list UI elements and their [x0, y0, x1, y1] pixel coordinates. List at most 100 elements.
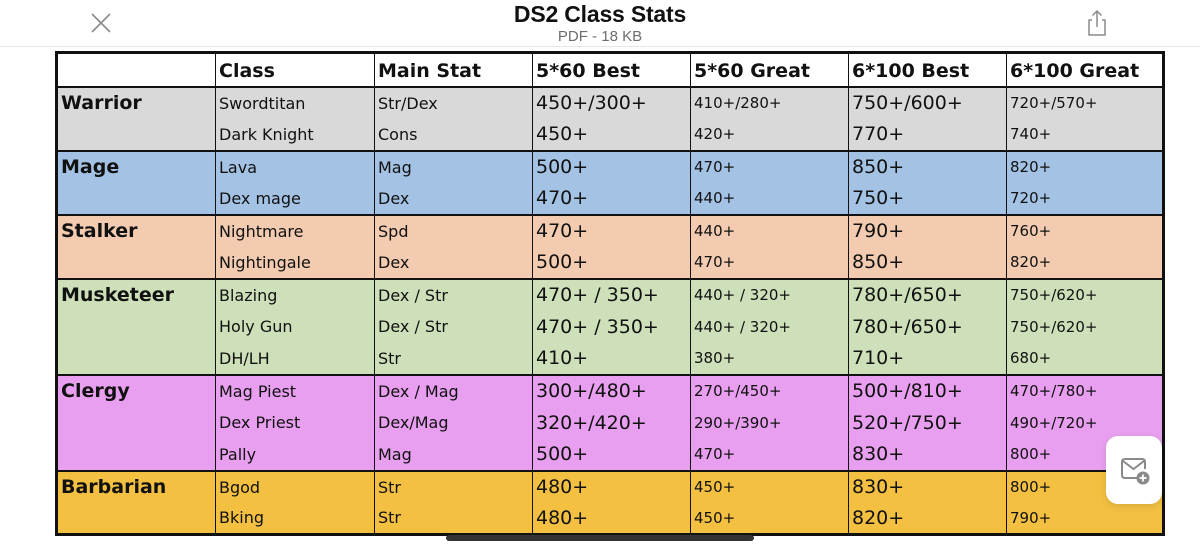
- cell-best100: 790+: [848, 213, 1007, 247]
- cell-great60: 420+: [690, 118, 849, 151]
- cell-class: Swordtitan: [215, 85, 375, 119]
- cell-great60: 440+: [690, 213, 849, 247]
- cell-great60: 410+/280+: [690, 85, 849, 119]
- cell-best100: 780+/650+: [848, 310, 1007, 343]
- cell-best100: 500+/810+: [848, 373, 1007, 407]
- cell-great60: 380+: [690, 342, 849, 375]
- cell-class: Blazing: [215, 277, 375, 311]
- mail-add-icon: [1121, 458, 1150, 485]
- cell-class: Holy Gun: [215, 310, 375, 343]
- cell-best100: 750+/600+: [848, 85, 1007, 119]
- cell-best60: 450+: [532, 118, 691, 151]
- table-row: Stalker Nightmare Spd 470+ 440+ 790+ 760+: [56, 213, 1164, 279]
- cell-stat: Dex / Str: [374, 310, 533, 343]
- table-row: Holy Gun Dex / Str 470+ / 350+ 440+ / 320+ 7…: [56, 310, 1164, 343]
- cell-stat: Mag: [374, 438, 533, 471]
- table-row: Musketeer Blazing Dex / Str 470+ / 350+ 440+…: [56, 277, 1164, 375]
- cell-great100: 680+: [1006, 342, 1164, 375]
- cell-class: Mag Piest: [215, 373, 375, 407]
- cell-great60: 270+/450+: [690, 373, 849, 407]
- cell-stat: Mag: [374, 149, 533, 183]
- cell-great100: 720+/570+: [1006, 85, 1164, 119]
- add-to-mail-button[interactable]: [1106, 436, 1162, 504]
- cell-great100: 750+/620+: [1006, 277, 1164, 311]
- pdf-page: Class Main Stat 5*60 Best 5*60 Great 6*100 B…: [55, 51, 1165, 536]
- cell-great60: 440+ / 320+: [690, 310, 849, 343]
- cell-stat: Str/Dex: [374, 85, 533, 119]
- cell-best100: 820+: [848, 502, 1007, 535]
- cell-class: Dark Knight: [215, 118, 375, 151]
- cell-stat: Str: [374, 342, 533, 375]
- cell-best100: 830+: [848, 469, 1007, 503]
- cell-great100: 750+/620+: [1006, 310, 1164, 343]
- cell-great100: 740+: [1006, 118, 1164, 151]
- cell-stat: Dex: [374, 182, 533, 215]
- table-row: DH/LH Str 410+ 380+ 710+ 680+: [56, 342, 1164, 375]
- cell-class: Lava: [215, 149, 375, 183]
- column-header: Class: [215, 52, 375, 88]
- cell-best60: 500+: [532, 438, 691, 471]
- cell-best100: 520+/750+: [848, 406, 1007, 439]
- column-header: 5*60 Best: [532, 52, 691, 88]
- table-row: Pally Mag 500+ 470+ 830+ 800+: [56, 438, 1164, 471]
- cell-best60: 470+: [532, 213, 691, 247]
- group-name-cell: Stalker: [56, 213, 216, 279]
- cell-great100: 760+: [1006, 213, 1164, 247]
- cell-class: Nightingale: [215, 246, 375, 279]
- cell-stat: Spd: [374, 213, 533, 247]
- cell-stat: Dex / Mag: [374, 373, 533, 407]
- cell-best100: 710+: [848, 342, 1007, 375]
- table-row: Nightingale Dex 500+ 470+ 850+ 820+: [56, 246, 1164, 279]
- cell-great100: 490+/720+: [1006, 406, 1164, 439]
- cell-great60: 470+: [690, 149, 849, 183]
- table-row: Barbarian Bgod Str 480+ 450+ 830+ 800+: [56, 469, 1164, 535]
- cell-best60: 480+: [532, 469, 691, 503]
- cell-great60: 450+: [690, 469, 849, 503]
- share-icon: [1088, 9, 1106, 36]
- cell-great100: 470+/780+: [1006, 373, 1164, 407]
- cell-best100: 750+: [848, 182, 1007, 215]
- cell-great60: 440+: [690, 182, 849, 215]
- cell-stat: Dex/Mag: [374, 406, 533, 439]
- table-row: Mage Lava Mag 500+ 470+ 850+ 820+: [56, 149, 1164, 215]
- cell-best60: 500+: [532, 246, 691, 279]
- table-row: Warrior Swordtitan Str/Dex 450+/300+ 410+/28…: [56, 85, 1164, 151]
- cell-stat: Str: [374, 502, 533, 535]
- cell-best60: 470+: [532, 182, 691, 215]
- cell-great60: 470+: [690, 438, 849, 471]
- cell-class: DH/LH: [215, 342, 375, 375]
- cell-stat: Str: [374, 469, 533, 503]
- cell-stat: Dex / Str: [374, 277, 533, 311]
- column-header: 6*100 Great: [1006, 52, 1164, 88]
- cell-great100: 820+: [1006, 149, 1164, 183]
- cell-great60: 440+ / 320+: [690, 277, 849, 311]
- share-button[interactable]: [1084, 8, 1110, 38]
- cell-best60: 300+/480+: [532, 373, 691, 407]
- document-title: DS2 Class Stats: [513, 1, 687, 27]
- column-header: [56, 52, 216, 88]
- cell-best60: 450+/300+: [532, 85, 691, 119]
- cell-best60: 410+: [532, 342, 691, 375]
- cell-class: Bgod: [215, 469, 375, 503]
- cell-best60: 470+ / 350+: [532, 310, 691, 343]
- column-header: 5*60 Great: [690, 52, 849, 88]
- group-name-cell: Barbarian: [56, 469, 216, 535]
- cell-great60: 450+: [690, 502, 849, 535]
- cell-great100: 720+: [1006, 182, 1164, 215]
- close-button[interactable]: [88, 10, 114, 36]
- table-row: Dex mage Dex 470+ 440+ 750+ 720+: [56, 182, 1164, 215]
- cell-best60: 480+: [532, 502, 691, 535]
- horizontal-scrollbar[interactable]: [446, 535, 754, 541]
- column-header: 6*100 Best: [848, 52, 1007, 88]
- cell-class: Bking: [215, 502, 375, 535]
- cell-class: Pally: [215, 438, 375, 471]
- cell-class: Dex mage: [215, 182, 375, 215]
- cell-class: Dex Priest: [215, 406, 375, 439]
- cell-best100: 780+/650+: [848, 277, 1007, 311]
- cell-best100: 850+: [848, 149, 1007, 183]
- table-row: Dex Priest Dex/Mag 320+/420+ 290+/390+ 520+/…: [56, 406, 1164, 439]
- table-header-row: Class Main Stat 5*60 Best 5*60 Great 6*100 B…: [56, 52, 1164, 88]
- cell-class: Nightmare: [215, 213, 375, 247]
- close-icon: [91, 13, 111, 33]
- cell-best60: 470+ / 350+: [532, 277, 691, 311]
